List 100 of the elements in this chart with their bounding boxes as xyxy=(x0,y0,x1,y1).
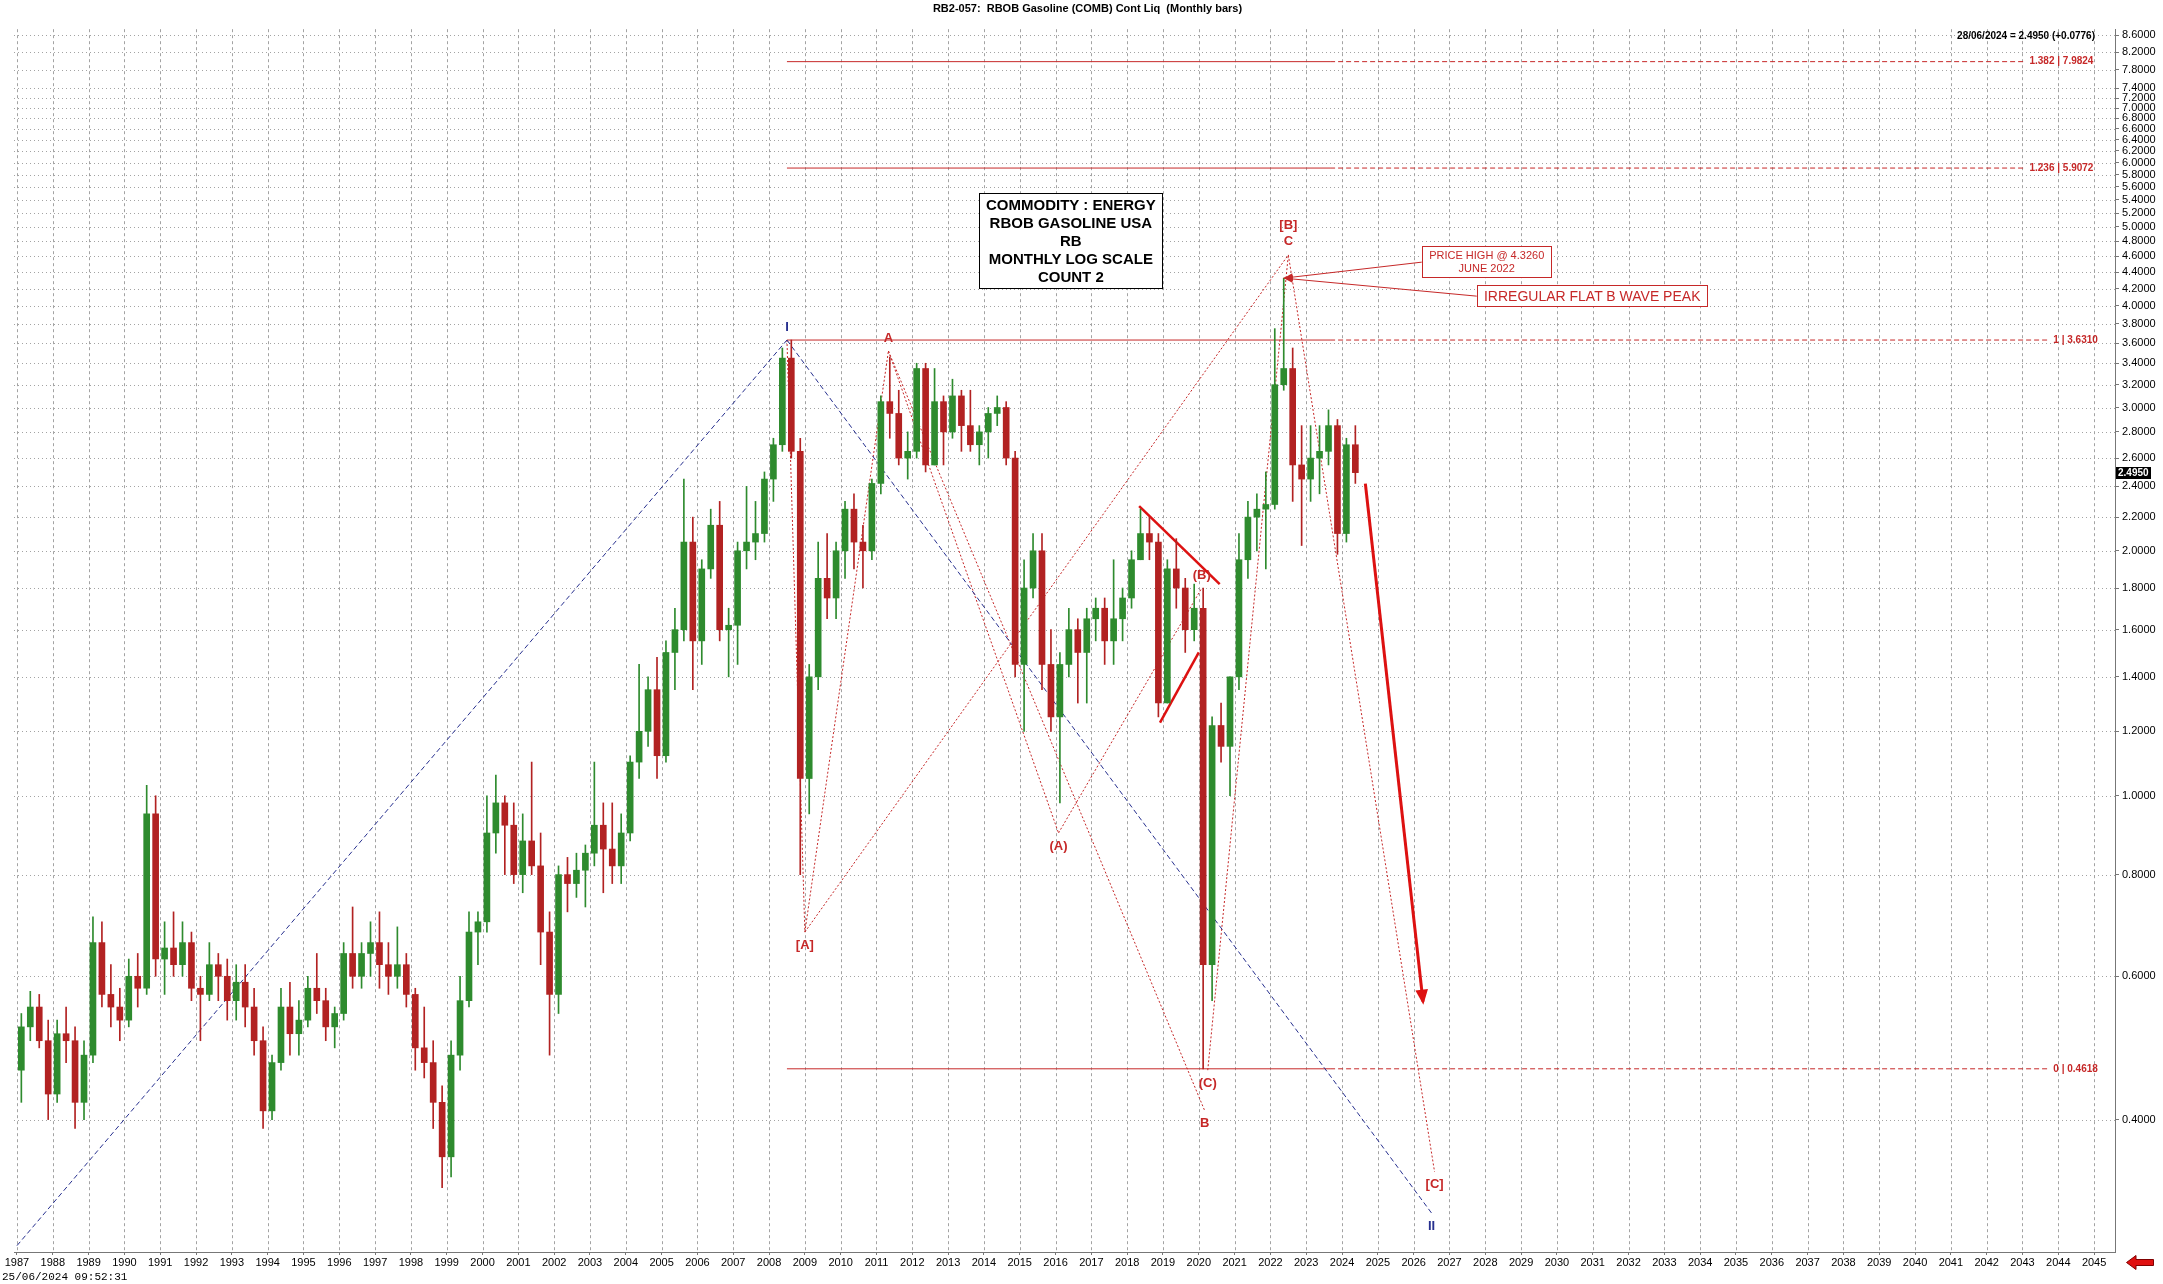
y-tick-label: 8.6000 xyxy=(2122,28,2156,41)
x-tick-label: 2031 xyxy=(1580,1255,1605,1268)
y-tick-label: 4.6000 xyxy=(2122,249,2156,262)
y-tick-label: 5.6000 xyxy=(2122,179,2156,192)
y-tick-label: 2.0000 xyxy=(2122,543,2156,556)
y-tick-label: 5.8000 xyxy=(2122,167,2156,180)
x-tick-label: 1993 xyxy=(219,1255,245,1268)
x-tick-label: 2003 xyxy=(577,1255,603,1268)
annotation: [B] xyxy=(1279,217,1298,233)
x-tick-label: 2011 xyxy=(864,1255,889,1268)
x-tick-label: 2032 xyxy=(1616,1255,1641,1268)
y-tick-label: 8.2000 xyxy=(2122,45,2156,58)
series-label: 1.382 | 7.9824 xyxy=(2029,55,2094,67)
x-tick-label: 1992 xyxy=(183,1255,209,1268)
x-tick-label: 2004 xyxy=(613,1255,639,1268)
x-tick-label: 2029 xyxy=(1508,1255,1534,1268)
y-tick-label: 2.2000 xyxy=(2122,510,2156,523)
x-tick-label: 2006 xyxy=(685,1255,710,1268)
annotation: [A] xyxy=(795,936,814,952)
y-tick-label: 4.4000 xyxy=(2122,265,2156,278)
y-tick-label: 2.6000 xyxy=(2122,451,2156,464)
x-tick-label: 2002 xyxy=(541,1255,567,1268)
annotation: (A) xyxy=(1049,837,1068,853)
annotation: I xyxy=(785,318,789,334)
y-tick-label: 4.8000 xyxy=(2122,234,2156,247)
x-tick-label: 2015 xyxy=(1007,1255,1032,1268)
x-tick-label: 2041 xyxy=(1938,1255,1964,1268)
x-tick-label: 2039 xyxy=(1866,1255,1892,1268)
x-tick-label: 2014 xyxy=(971,1255,997,1268)
y-tick-label: 1.0000 xyxy=(2122,788,2156,801)
y-tick-label: 6.4000 xyxy=(2122,132,2156,145)
x-tick-label: 1996 xyxy=(327,1255,352,1268)
y-tick-label: 6.2000 xyxy=(2122,143,2156,156)
x-tick-label: 1994 xyxy=(255,1255,280,1268)
y-tick-label: 1.2000 xyxy=(2122,724,2156,737)
x-tick-label: 2000 xyxy=(470,1255,495,1268)
x-tick-label: 2001 xyxy=(506,1255,531,1268)
x-tick-label: 1995 xyxy=(291,1255,316,1268)
x-tick-label: 2007 xyxy=(720,1255,746,1268)
annotation: 2.4950 xyxy=(2116,466,2151,479)
x-tick-label: 2027 xyxy=(1437,1255,1462,1268)
y-tick-label: 2.4000 xyxy=(2122,479,2156,492)
x-tick-label: 2008 xyxy=(756,1255,782,1268)
x-tick-label: 2016 xyxy=(1043,1255,1068,1268)
y-tick-label: 5.0000 xyxy=(2122,220,2156,232)
annotation: [C] xyxy=(1425,1176,1444,1192)
series-label: 0 | 0.4618 xyxy=(2053,1062,2099,1074)
annotation: PRICE HIGH @ 4.3260 JUNE 2022 xyxy=(1421,246,1552,279)
x-tick-label: 2038 xyxy=(1831,1255,1856,1268)
annotation: A xyxy=(883,329,894,345)
y-tick-label: 0.6000 xyxy=(2122,969,2156,982)
x-tick-label: 2024 xyxy=(1329,1255,1355,1268)
y-tick-label: 7.2000 xyxy=(2122,91,2156,104)
y-tick-label: 3.6000 xyxy=(2122,336,2156,349)
x-tick-label: 2009 xyxy=(792,1255,818,1268)
x-tick-label: 2020 xyxy=(1186,1255,1212,1268)
annotation: 28/06/2024 = 2.4950 (+0.0776) xyxy=(1957,29,2095,41)
y-tick-label: 6.6000 xyxy=(2122,121,2156,134)
x-tick-label: 2005 xyxy=(649,1255,674,1268)
annotation: C xyxy=(1283,233,1294,249)
annotation: B xyxy=(1200,1115,1210,1131)
y-tick-label: 7.4000 xyxy=(2122,81,2156,94)
x-tick-label: 2044 xyxy=(2046,1255,2071,1268)
y-tick-label: 7.8000 xyxy=(2122,62,2156,75)
x-tick-label: 2030 xyxy=(1544,1255,1570,1268)
x-tick-label: 2023 xyxy=(1293,1255,1319,1268)
x-tick-label: 1990 xyxy=(112,1255,137,1268)
x-tick-label: 2017 xyxy=(1079,1255,1104,1268)
text: COMMODITY : ENERGY RBOB GASOLINE USA RB MONTHLY LOG SCALE COUNT 2 xyxy=(979,193,1163,289)
x-tick-label: 2021 xyxy=(1222,1255,1247,1268)
x-tick-label: 2018 xyxy=(1114,1255,1140,1268)
x-tick-label: 2042 xyxy=(1974,1255,1999,1268)
x-tick-label: 1987 xyxy=(4,1255,30,1268)
x-tick-label: 2034 xyxy=(1687,1255,1713,1268)
x-tick-label: 2012 xyxy=(900,1255,925,1268)
x-tick-label: 2028 xyxy=(1473,1255,1498,1268)
x-tick-label: 2026 xyxy=(1401,1255,1426,1268)
series-label: 1.236 | 5.9072 xyxy=(2029,161,2094,173)
x-tick-label: 2040 xyxy=(1902,1255,1928,1268)
y-tick-label: 6.8000 xyxy=(2122,111,2156,124)
x-tick-label: 2022 xyxy=(1258,1255,1283,1268)
x-tick-label: 1988 xyxy=(40,1255,66,1268)
y-tick-label: 3.4000 xyxy=(2122,356,2156,369)
y-tick-label: 4.0000 xyxy=(2122,298,2156,311)
annotation: (B) xyxy=(1192,566,1211,582)
y-tick-label: 7.0000 xyxy=(2122,101,2156,114)
y-tick-label: 5.4000 xyxy=(2122,192,2156,205)
x-tick-label: 2043 xyxy=(2010,1255,2035,1268)
x-tick-label: 1991 xyxy=(147,1255,173,1268)
x-tick-label: 2019 xyxy=(1150,1255,1176,1268)
y-tick-label: 0.4000 xyxy=(2122,1112,2156,1125)
y-tick-label: 3.2000 xyxy=(2122,377,2156,390)
y-tick-label: 5.2000 xyxy=(2122,206,2156,219)
x-tick-label: 2037 xyxy=(1795,1255,1820,1268)
x-tick-label: 2045 xyxy=(2081,1255,2107,1268)
x-tick-label: 2036 xyxy=(1759,1255,1785,1268)
y-tick-label: 1.4000 xyxy=(2122,669,2156,682)
y-tick-label: 1.6000 xyxy=(2122,622,2156,635)
x-tick-label: 2010 xyxy=(828,1255,853,1268)
chart-title: RB2-057: RBOB Gasoline (COMB) Cont Liq (Monthly bars) xyxy=(932,1,1243,14)
